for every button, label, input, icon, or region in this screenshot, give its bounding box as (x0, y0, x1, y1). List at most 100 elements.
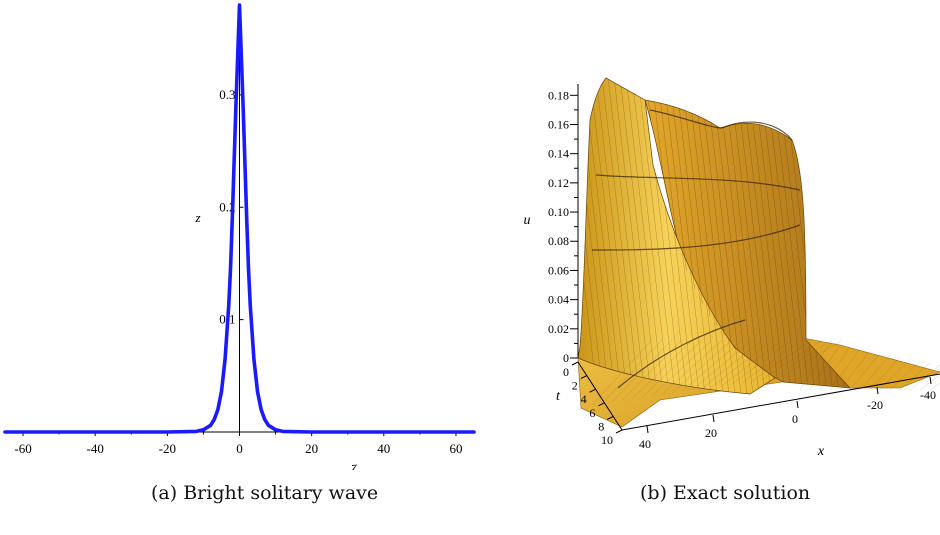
surface-contour-line (649, 109, 793, 141)
floor-mesh-line (899, 362, 931, 391)
caption-b: (b) Exact solution (640, 482, 811, 504)
floor-mesh-line (631, 339, 693, 400)
mesh-line (741, 100, 783, 388)
x-tick-label: -60 (14, 441, 31, 456)
floor-mesh-line (681, 339, 743, 392)
mesh-line (735, 100, 777, 388)
t-tick-label: 6 (589, 406, 595, 420)
floor-mesh-line (761, 339, 823, 380)
x-tick-label: -20 (159, 441, 176, 456)
x-tick-label: -20 (867, 398, 883, 412)
surface-contour-line (591, 224, 801, 251)
floor-mesh-line (651, 339, 713, 397)
axes: 00.020.040.060.080.100.120.140.160.18024… (548, 84, 940, 451)
floor-mesh-line (771, 339, 833, 379)
t-axis-line (577, 361, 623, 431)
u-tick-label: 0.10 (548, 205, 569, 219)
floor-mesh-line (691, 339, 753, 391)
t-tick (571, 361, 579, 366)
floor-mesh-line (731, 339, 793, 385)
floor-mesh-line (751, 339, 813, 382)
x-tick-label: 40 (639, 437, 651, 451)
x-tick-label: 60 (449, 441, 462, 456)
t-tick (615, 429, 623, 434)
floor-mesh-line (799, 342, 831, 391)
t-tick-label: 0 (563, 365, 569, 379)
mesh-line (753, 100, 795, 388)
floor-mesh-line (879, 358, 911, 391)
z-axis-label: u (524, 213, 531, 228)
y-tick-label: 0.3 (219, 87, 235, 102)
floor-mesh-line (809, 344, 841, 391)
surface-plot (577, 77, 940, 428)
floor-mesh-line (721, 339, 783, 386)
floor-mesh-line (591, 339, 653, 406)
t-tick-label: 4 (581, 392, 587, 406)
t-tick (606, 415, 614, 420)
x-axis-label: ζ (351, 463, 358, 470)
floor-mesh-line (859, 354, 891, 391)
floor-mesh-line (919, 374, 940, 391)
floor-mesh-line (839, 350, 871, 391)
u-tick-label: 0.04 (548, 293, 569, 307)
x-tick-label: 20 (305, 441, 318, 456)
floor-mesh-line (601, 339, 663, 404)
t-tick (598, 402, 605, 407)
floor-mesh-line (641, 339, 703, 398)
x-tick-label: 20 (705, 426, 717, 440)
mesh-line (777, 100, 819, 388)
u-tick-label: 0.18 (548, 88, 569, 102)
u-tick-label: 0.08 (548, 234, 569, 248)
mesh-line (729, 100, 771, 388)
x-tick (646, 425, 649, 434)
floor-mesh-line (671, 339, 733, 394)
floor-mesh-line (781, 339, 843, 377)
t-tick (580, 375, 588, 380)
mesh-line (599, 78, 643, 394)
u-tick-label: 0.06 (548, 263, 569, 277)
mesh-line (611, 78, 655, 394)
x-tick-label: 0 (236, 441, 243, 456)
mesh-line (617, 78, 661, 394)
x-tick-label: 40 (377, 441, 390, 456)
floor-mesh-line (889, 360, 921, 391)
mesh-line (593, 78, 637, 394)
x-tick (712, 414, 715, 423)
u-tick-label: 0.12 (548, 176, 569, 190)
mesh-line (771, 100, 813, 388)
floor-mesh-line (829, 348, 861, 391)
exact-solution-surface-chart: 00.020.040.060.080.100.120.140.160.18024… (524, 77, 940, 459)
caption-a: (a) Bright solitary wave (151, 482, 379, 504)
mesh-line (629, 78, 673, 394)
surface-contour-line (595, 174, 801, 191)
mesh-line (578, 78, 613, 394)
x-tick (929, 376, 932, 385)
x-axis-label: x (817, 444, 825, 459)
floor-mesh-line (741, 339, 803, 383)
mesh-line (587, 78, 631, 394)
t-tick-label: 10 (601, 433, 613, 447)
x-tick (876, 386, 879, 395)
surface-contour-line (617, 319, 746, 389)
t-tick-label: 2 (572, 379, 578, 393)
t-tick (589, 388, 596, 393)
u-tick-label: 0.16 (548, 117, 569, 131)
y-axis-label: z (194, 210, 200, 225)
mesh-line (623, 78, 667, 394)
mesh-line (747, 100, 789, 388)
x-tick-label: -40 (87, 441, 104, 456)
t-axis-label: t (556, 389, 561, 404)
mesh-line (635, 78, 679, 394)
floor-mesh-line (611, 339, 673, 403)
mesh-line (605, 78, 649, 394)
tick-labels: -60 -40 -20 0 20 40 600.10.20.3 (14, 87, 462, 456)
x-tick-label: -40 (920, 388, 936, 402)
u-tick-label: 0.02 (548, 322, 569, 336)
mesh-line (765, 100, 807, 388)
mesh-line (723, 100, 765, 388)
floor-mesh-line (661, 339, 723, 395)
x-tick (796, 400, 799, 409)
floor-mesh-line (909, 364, 940, 391)
floor-mesh-line (701, 339, 763, 389)
